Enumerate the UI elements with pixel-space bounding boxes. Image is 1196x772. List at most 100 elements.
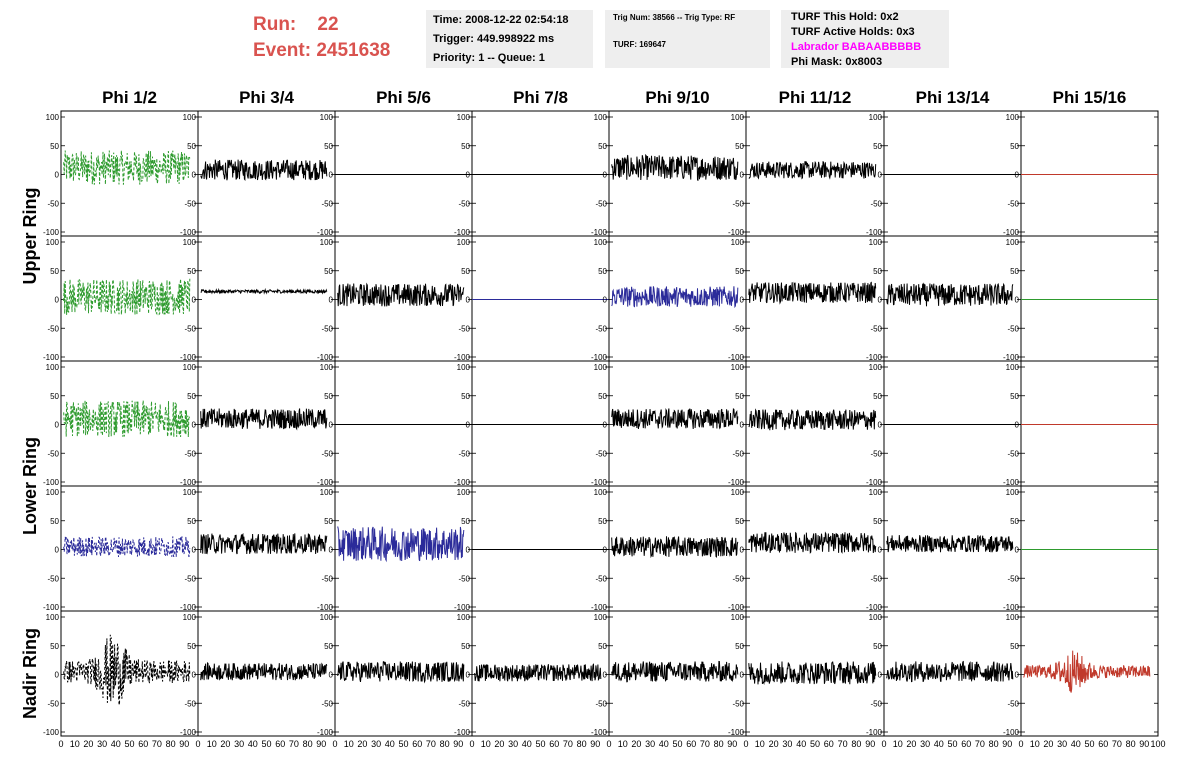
y-tick-label: -100	[317, 478, 334, 487]
y-tick-label: 100	[320, 488, 334, 497]
y-tick-label: -100	[728, 603, 745, 612]
trigger-text: Trigger: 449.998922 ms	[433, 33, 555, 45]
y-tick-label: 100	[46, 113, 60, 122]
x-tick-label: 40	[796, 739, 806, 749]
time-info-box: Time: 2008-12-22 02:54:18 Trigger: 449.9…	[426, 10, 593, 68]
waveform-trace	[886, 535, 1014, 553]
waveform-trace	[200, 159, 328, 182]
y-tick-label: -50	[321, 199, 333, 208]
y-tick-label: -50	[870, 199, 882, 208]
x-tick-label: 90	[865, 739, 875, 749]
y-tick-label: -50	[595, 199, 607, 208]
x-tick-label: 80	[1126, 739, 1136, 749]
turf-active-holds: TURF Active Holds: 0x3	[791, 26, 915, 38]
panel-frame	[471, 485, 610, 612]
y-tick-label: 100	[183, 113, 197, 122]
y-tick-label: 100	[320, 613, 334, 622]
y-tick-label: 0	[740, 171, 745, 180]
row-label: Nadir Ring	[20, 628, 40, 719]
panel-frame	[471, 235, 610, 362]
y-tick-label: -100	[591, 728, 608, 737]
y-tick-label: -50	[870, 699, 882, 708]
waveform-trace	[337, 526, 465, 563]
y-tick-label: -50	[732, 574, 744, 583]
y-tick-label: 50	[1010, 517, 1019, 526]
y-tick-label: -50	[184, 449, 196, 458]
column-header: Phi 7/8	[513, 88, 568, 107]
y-tick-label: -100	[866, 728, 883, 737]
waveform-trace	[474, 663, 602, 682]
y-tick-label: -100	[866, 353, 883, 362]
x-tick-label: 60	[412, 739, 422, 749]
x-tick-label: 60	[824, 739, 834, 749]
waveform-trace	[886, 282, 1014, 307]
y-tick-label: -100	[454, 353, 471, 362]
x-tick-label: 20	[220, 739, 230, 749]
waveform-trace	[337, 282, 465, 307]
y-tick-label: -50	[458, 699, 470, 708]
x-tick-label: 0	[606, 739, 611, 749]
y-tick-label: -100	[180, 353, 197, 362]
x-tick-label: 20	[631, 739, 641, 749]
y-tick-label: -100	[1003, 353, 1020, 362]
y-tick-label: 50	[1010, 267, 1019, 276]
y-tick-label: 50	[735, 267, 744, 276]
y-tick-label: 50	[50, 642, 59, 651]
x-tick-label: 10	[207, 739, 217, 749]
y-tick-label: -100	[317, 228, 334, 237]
y-tick-label: 0	[329, 171, 334, 180]
y-tick-label: 50	[187, 517, 196, 526]
y-tick-label: -100	[728, 228, 745, 237]
y-tick-label: 50	[50, 392, 59, 401]
y-tick-label: 100	[869, 363, 883, 372]
y-tick-label: 0	[1015, 171, 1020, 180]
x-tick-label: 60	[549, 739, 559, 749]
panel-frame	[883, 110, 1022, 237]
y-tick-label: 100	[594, 363, 608, 372]
waveform-trace	[611, 408, 739, 430]
time-text: Time: 2008-12-22 02:54:18	[433, 14, 569, 26]
row-label: Lower Ring	[20, 437, 40, 535]
x-tick-label: 0	[1018, 739, 1023, 749]
y-tick-label: 0	[55, 421, 60, 430]
x-tick-label: 70	[700, 739, 710, 749]
y-tick-label: 0	[192, 171, 197, 180]
waveform-trace	[200, 661, 328, 681]
y-tick-label: 100	[320, 363, 334, 372]
y-tick-label: -50	[732, 449, 744, 458]
y-tick-label: 0	[603, 421, 608, 430]
x-tick-label: 40	[522, 739, 532, 749]
turf-num-text: TURF: 169647	[613, 40, 666, 49]
x-tick-label: 10	[481, 739, 491, 749]
y-tick-label: 0	[740, 671, 745, 680]
waveform-trace	[63, 278, 191, 316]
y-tick-label: 50	[598, 142, 607, 151]
y-tick-label: -100	[1003, 228, 1020, 237]
column-header: Phi 5/6	[376, 88, 431, 107]
y-tick-label: -100	[180, 603, 197, 612]
x-tick-label: 40	[111, 739, 121, 749]
waveform-trace	[200, 408, 328, 431]
y-tick-label: -100	[728, 478, 745, 487]
y-tick-label: 0	[192, 296, 197, 305]
column-header: Phi 3/4	[239, 88, 294, 107]
x-tick-label: 10	[893, 739, 903, 749]
y-tick-label: -100	[1003, 478, 1020, 487]
y-tick-label: 100	[457, 363, 471, 372]
column-header: Phi 9/10	[645, 88, 709, 107]
y-tick-label: 0	[329, 671, 334, 680]
y-tick-label: 100	[594, 613, 608, 622]
x-tick-label: 90	[316, 739, 326, 749]
column-header: Phi 1/2	[102, 88, 157, 107]
x-tick-label: 10	[70, 739, 80, 749]
y-tick-label: 0	[192, 421, 197, 430]
x-tick-label: 20	[906, 739, 916, 749]
x-tick-label: 50	[810, 739, 820, 749]
y-tick-label: 100	[46, 488, 60, 497]
waveform-trace	[63, 634, 191, 706]
y-tick-label: -50	[458, 199, 470, 208]
column-header: Phi 11/12	[779, 88, 852, 107]
y-tick-label: 50	[187, 642, 196, 651]
y-tick-label: 100	[731, 363, 745, 372]
y-tick-label: 50	[598, 392, 607, 401]
